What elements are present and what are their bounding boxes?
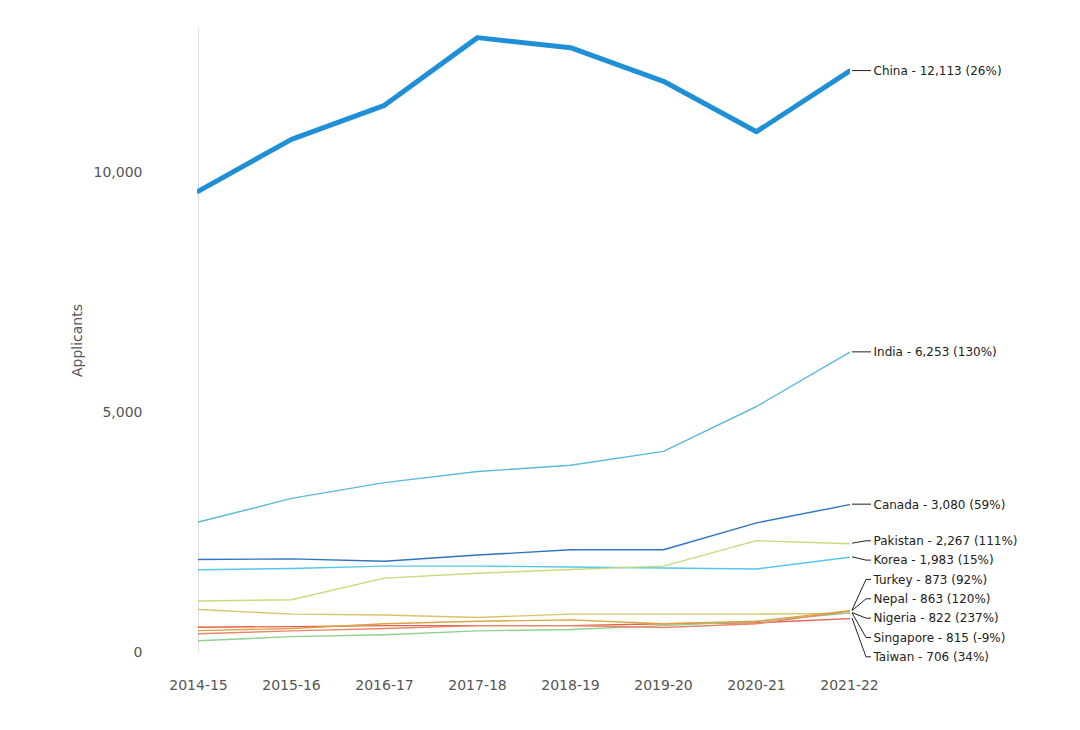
svg-text:0: 0	[134, 644, 143, 660]
svg-text:Singapore - 815 (-9%): Singapore - 815 (-9%)	[874, 631, 1006, 645]
svg-text:2017-18: 2017-18	[448, 677, 507, 693]
svg-text:2015-16: 2015-16	[262, 677, 321, 693]
svg-text:Turkey - 873 (92%): Turkey - 873 (92%)	[873, 573, 988, 587]
svg-text:India - 6,253 (130%): India - 6,253 (130%)	[874, 345, 997, 359]
svg-text:Nigeria - 822 (237%): Nigeria - 822 (237%)	[874, 611, 999, 625]
svg-text:China - 12,113 (26%): China - 12,113 (26%)	[874, 64, 1002, 78]
svg-text:Canada - 3,080 (59%): Canada - 3,080 (59%)	[874, 498, 1006, 512]
svg-text:Taiwan - 706 (34%): Taiwan - 706 (34%)	[873, 650, 990, 664]
svg-text:2019-20: 2019-20	[634, 677, 693, 693]
svg-text:Pakistan - 2,267 (111%): Pakistan - 2,267 (111%)	[874, 534, 1018, 548]
svg-text:2021-22: 2021-22	[820, 677, 879, 693]
svg-text:10,000: 10,000	[94, 164, 143, 180]
svg-text:2018-19: 2018-19	[541, 677, 600, 693]
svg-text:2014-15: 2014-15	[169, 677, 228, 693]
svg-text:2020-21: 2020-21	[727, 677, 786, 693]
svg-text:Applicants: Applicants	[69, 304, 85, 377]
svg-text:Korea - 1,983 (15%): Korea - 1,983 (15%)	[874, 553, 994, 567]
svg-text:2016-17: 2016-17	[355, 677, 414, 693]
svg-text:5,000: 5,000	[102, 404, 142, 420]
svg-text:Nepal - 863 (120%): Nepal - 863 (120%)	[874, 592, 991, 606]
